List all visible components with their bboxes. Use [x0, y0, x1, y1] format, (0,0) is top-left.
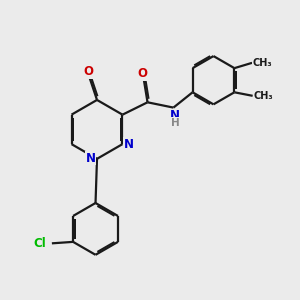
- Text: O: O: [83, 65, 93, 79]
- Text: Cl: Cl: [34, 237, 46, 250]
- Text: H: H: [170, 118, 179, 128]
- Text: N: N: [85, 152, 95, 165]
- Text: O: O: [137, 67, 148, 80]
- Text: N: N: [170, 109, 180, 122]
- Text: CH₃: CH₃: [253, 91, 273, 101]
- Text: CH₃: CH₃: [253, 58, 272, 68]
- Text: N: N: [124, 138, 134, 151]
